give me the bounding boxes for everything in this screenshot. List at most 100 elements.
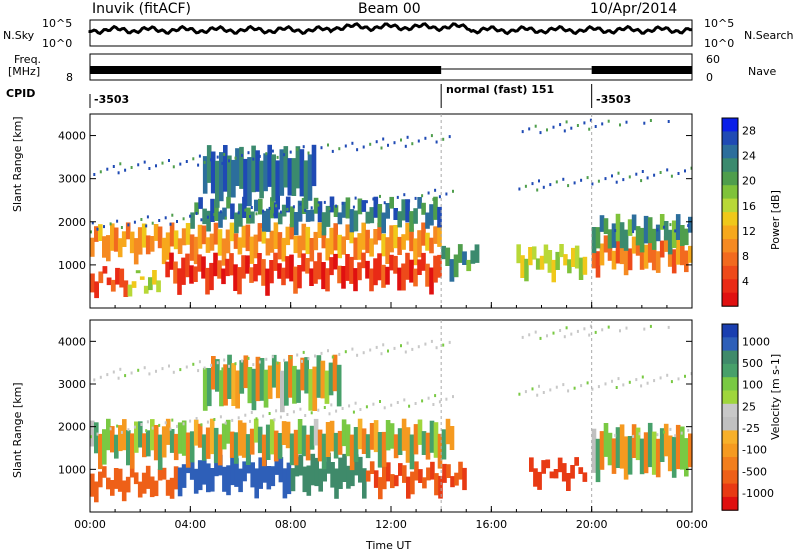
power-band-3-cell xyxy=(293,266,298,294)
velocity-scatter-point xyxy=(130,371,133,375)
velocity-band-2-cell xyxy=(318,468,323,492)
velocity-scatter-point xyxy=(387,349,389,353)
velocity-band-5-cell xyxy=(557,457,563,473)
power-colorbar-tick: 20 xyxy=(742,175,756,188)
power-scatter-point xyxy=(276,155,279,159)
power-scatter-point xyxy=(302,145,305,149)
velocity-scatter-point xyxy=(536,393,539,397)
power-band-0-cell xyxy=(98,271,104,284)
velocity-band-4-cell xyxy=(185,432,191,468)
velocity-band-4-cell xyxy=(193,419,199,446)
velocity-scatter-point xyxy=(434,394,437,398)
velocity-band-4-cell xyxy=(237,420,243,456)
velocity-band-3-cell xyxy=(462,467,467,491)
velocity-scatter-point xyxy=(538,384,540,388)
velocity-scatter-point xyxy=(182,422,185,426)
power-band-3-cell xyxy=(381,264,386,288)
power-scatter-point xyxy=(143,160,146,164)
power-scatter-point xyxy=(182,217,185,221)
power-band-0-cell xyxy=(90,273,95,293)
velocity-band-4-cell xyxy=(169,429,175,453)
velocity-band-2-cell xyxy=(294,456,300,477)
velocity-scatter-point xyxy=(323,406,326,409)
velocity-band-0-cell xyxy=(157,468,163,481)
power-band-5-cell xyxy=(535,258,541,270)
power-band-3-cell xyxy=(301,253,306,272)
velocity-scatter-point xyxy=(228,364,230,368)
cpid-segment-3: -3503 xyxy=(596,93,632,106)
power-scatter-point xyxy=(103,225,105,229)
velocity-band-0-cell xyxy=(141,472,147,494)
velocity-scatter-point xyxy=(155,369,157,373)
velocity-band-3-cell xyxy=(378,477,383,500)
power-band-8-cell xyxy=(289,206,295,228)
velocity-scatter-point xyxy=(161,367,164,371)
velocity-band-0-cell xyxy=(145,465,151,489)
xtick-label: 00:00 xyxy=(74,518,106,531)
velocity-scatter-point xyxy=(583,327,586,331)
power-band-6-cell xyxy=(659,240,665,258)
power-band-3-cell xyxy=(197,254,202,272)
velocity-scatter-point xyxy=(203,366,206,370)
velocity-band-4-cell xyxy=(142,433,147,458)
velocity-scatter-point xyxy=(539,336,542,340)
nsky-label: N.Sky xyxy=(3,29,35,42)
power-band-3-cell xyxy=(337,265,342,284)
power-band-4-cell xyxy=(462,251,467,265)
velocity-scatter-point xyxy=(565,326,568,330)
power-scatter-point xyxy=(292,205,295,209)
velocity-scatter-point xyxy=(292,410,295,414)
velocity-band-6-cell xyxy=(631,424,637,458)
velocity-band-2-cell xyxy=(338,457,343,489)
velocity-band-4-cell xyxy=(373,420,379,453)
power-band-2-cell xyxy=(94,226,99,242)
power-colorbar-swatch xyxy=(722,171,738,186)
power-band-7-cell xyxy=(603,218,609,234)
power-band-3-cell xyxy=(217,260,222,279)
power-band-2-cell xyxy=(417,230,422,258)
velocity-scatter-point xyxy=(667,325,670,329)
velocity-scatter-point xyxy=(643,327,646,331)
velocity-scatter-point xyxy=(597,385,600,389)
velocity-band-4-cell xyxy=(317,429,323,462)
velocity-ytick-label: 4000 xyxy=(58,335,86,348)
velocity-band-0-cell xyxy=(113,468,119,489)
velocity-band-4-cell xyxy=(389,423,395,449)
power-band-8-cell xyxy=(305,210,311,222)
velocity-band-2-cell xyxy=(358,456,363,483)
power-band-6-cell xyxy=(671,249,677,274)
power-scatter-point xyxy=(172,165,175,169)
power-band-3-cell xyxy=(249,267,254,283)
power-scatter-point xyxy=(365,200,368,204)
velocity-band-6-cell xyxy=(603,423,609,457)
velocity-scatter-point xyxy=(555,385,558,389)
power-band-8-cell xyxy=(281,204,287,217)
velocity-scatter-point xyxy=(607,325,610,329)
power-scatter-point xyxy=(258,154,261,158)
power-scatter-point xyxy=(649,119,652,122)
velocity-scatter-point xyxy=(120,430,123,434)
power-band-2-cell xyxy=(229,222,235,242)
power-band-3-cell xyxy=(289,254,294,282)
velocity-band-0-cell xyxy=(102,466,107,478)
power-band-6-cell xyxy=(635,240,641,256)
nsky-tick-bottom: 10^0 xyxy=(42,37,73,50)
velocity-band-6-cell xyxy=(607,432,613,466)
velocity-band-7-cell xyxy=(304,357,309,394)
power-scatter-point xyxy=(588,127,591,131)
xtick-label: 08:00 xyxy=(275,518,307,531)
power-band-0-cell xyxy=(94,281,99,299)
power-scatter-point xyxy=(666,168,669,172)
velocity-band-4-cell xyxy=(213,427,219,464)
velocity-band-7-cell xyxy=(263,369,269,408)
power-scatter-point xyxy=(524,184,527,188)
velocity-scatter-point xyxy=(140,423,143,426)
power-scatter-point xyxy=(289,150,292,154)
power-scatter-point xyxy=(221,161,224,165)
velocity-scatter-point xyxy=(276,361,279,365)
power-scatter-point xyxy=(614,229,617,233)
velocity-scatter-point xyxy=(301,359,303,363)
power-scatter-point xyxy=(538,179,540,183)
power-band-9-cell xyxy=(275,160,280,210)
power-band-3-cell xyxy=(173,261,178,284)
